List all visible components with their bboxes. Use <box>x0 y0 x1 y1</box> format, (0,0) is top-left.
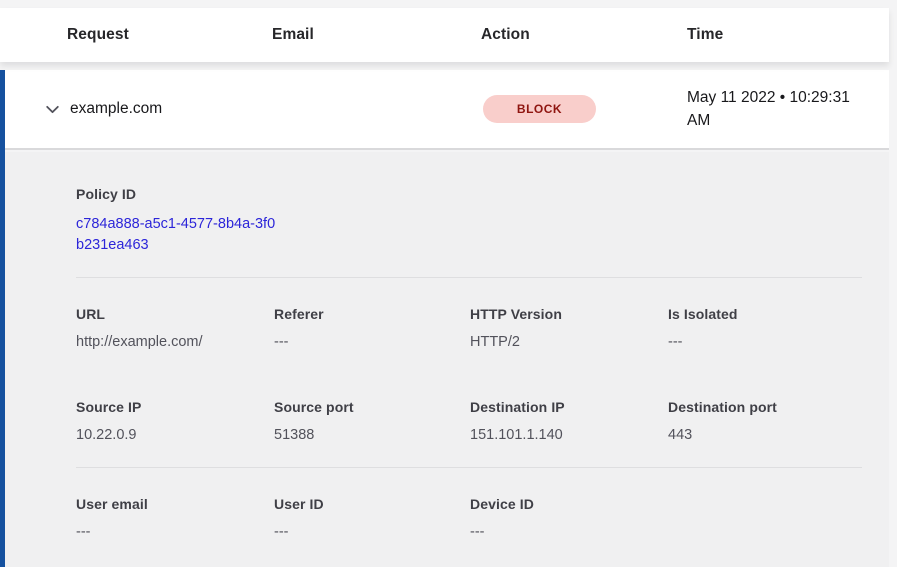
field-value: --- <box>76 524 91 540</box>
row-details-panel: Policy ID c784a888-a5c1-4577-8b4a-3f0b23… <box>0 152 889 567</box>
column-header-action: Action <box>481 26 530 43</box>
field-value: --- <box>274 334 289 350</box>
field-device-id: Device ID --- <box>470 496 668 540</box>
field-value: 151.101.1.140 <box>470 427 563 443</box>
section-divider <box>76 277 862 278</box>
field-source-ip: Source IP 10.22.0.9 <box>76 399 274 443</box>
field-label: Is Isolated <box>668 306 738 322</box>
field-is-isolated: Is Isolated --- <box>668 306 862 350</box>
field-label: Referer <box>274 306 324 322</box>
policy-id-link[interactable]: c784a888-a5c1-4577-8b4a-3f0b231ea463 <box>76 216 276 253</box>
section-divider <box>76 467 862 468</box>
field-label: HTTP Version <box>470 306 562 322</box>
field-label: Source port <box>274 399 354 415</box>
field-user-email: User email --- <box>76 496 274 540</box>
field-value: HTTP/2 <box>470 334 520 350</box>
field-value: --- <box>470 524 485 540</box>
field-http-version: HTTP Version HTTP/2 <box>470 306 668 350</box>
chevron-down-icon <box>44 101 61 118</box>
policy-id-label: Policy ID <box>76 186 137 202</box>
field-value: 443 <box>668 427 693 443</box>
field-label: User ID <box>274 496 324 512</box>
field-user-id: User ID --- <box>274 496 470 540</box>
field-label: Destination port <box>668 399 777 415</box>
row-request-value: example.com <box>70 100 163 117</box>
field-empty <box>668 496 862 540</box>
details-field-row: User email --- User ID --- Device ID --- <box>76 496 862 540</box>
field-destination-ip: Destination IP 151.101.1.140 <box>470 399 668 443</box>
field-label: Destination IP <box>470 399 565 415</box>
column-header-email: Email <box>272 26 314 43</box>
field-value: --- <box>274 524 289 540</box>
field-label: URL <box>76 306 106 322</box>
field-value: --- <box>668 334 683 350</box>
field-value: http://example.com/ <box>76 334 203 350</box>
field-value: 10.22.0.9 <box>76 427 137 443</box>
field-label: Source IP <box>76 399 142 415</box>
log-table-row[interactable]: example.com BLOCK May 11 2022 • 10:29:31… <box>0 70 889 150</box>
expanded-row-accent-bar <box>0 70 5 567</box>
collapse-row-button[interactable] <box>40 97 64 121</box>
row-time-value: May 11 2022 • 10:29:31 AM <box>687 89 850 129</box>
details-field-row: URL http://example.com/ Referer --- HTTP… <box>76 306 862 350</box>
column-header-request: Request <box>67 26 129 43</box>
details-field-row: Source IP 10.22.0.9 Source port 51388 De… <box>76 399 862 443</box>
row-action-cell: BLOCK <box>483 95 687 123</box>
field-label: User email <box>76 496 148 512</box>
table-header-row: Request Email Action Time <box>0 8 889 62</box>
field-source-port: Source port 51388 <box>274 399 470 443</box>
status-badge-block: BLOCK <box>483 95 596 123</box>
field-destination-port: Destination port 443 <box>668 399 862 443</box>
field-label: Device ID <box>470 496 534 512</box>
field-referer: Referer --- <box>274 306 470 350</box>
field-value: 51388 <box>274 427 315 443</box>
column-header-time: Time <box>687 26 724 43</box>
field-url: URL http://example.com/ <box>76 306 274 350</box>
